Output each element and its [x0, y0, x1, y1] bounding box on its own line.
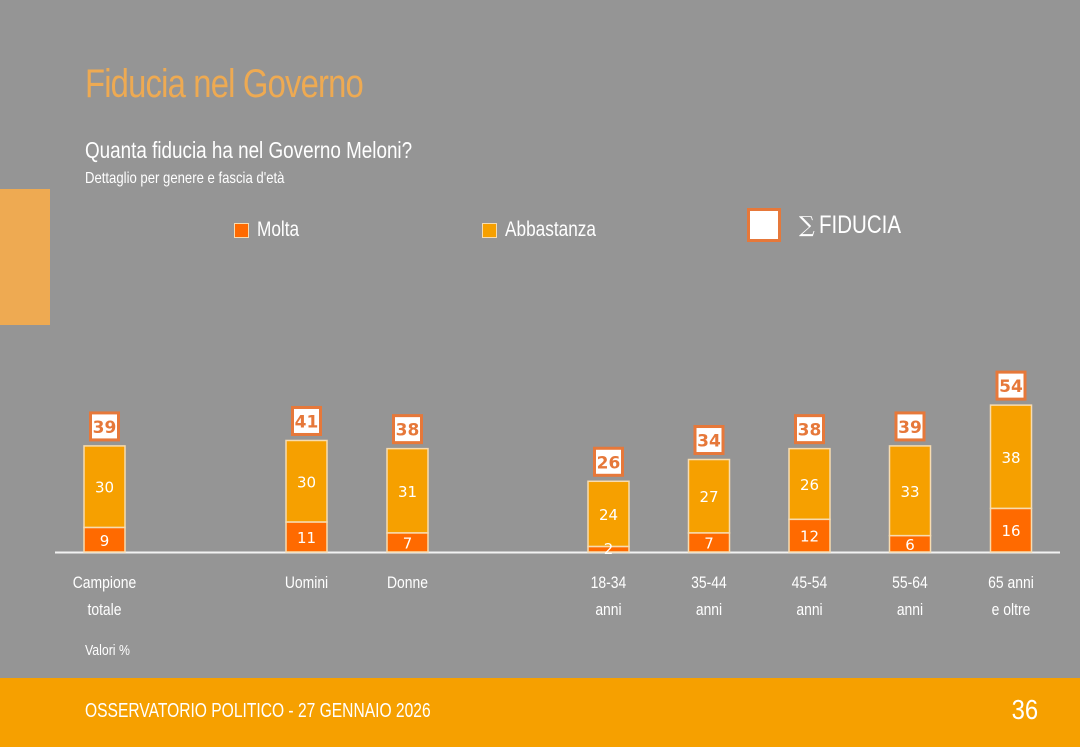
- legend-abbastanza: Abbastanza: [482, 218, 616, 242]
- bar-label-abbastanza: 33: [900, 483, 919, 501]
- total-label: 41: [295, 412, 319, 432]
- bar-molta: [386, 532, 429, 553]
- total-label: 39: [898, 418, 922, 438]
- bar-label-molta: 7: [403, 534, 413, 552]
- total-box: [89, 411, 120, 442]
- bar-abbastanza: [888, 445, 932, 537]
- category-label: 35-44: [691, 574, 727, 593]
- legend-swatch-abbastanza: [482, 222, 497, 238]
- bar-label-molta: 11: [297, 529, 316, 547]
- footer-bar: OSSERVATORIO POLITICO - 27 GENNAIO 2026 …: [0, 678, 1080, 747]
- bar-molta: [285, 521, 328, 553]
- category-label: totale: [87, 601, 121, 620]
- bar-label-molta: 2: [604, 540, 614, 558]
- category-label: anni: [796, 601, 822, 620]
- left-accent-bar: [0, 189, 50, 325]
- total-box: [995, 370, 1027, 401]
- total-box: [392, 414, 423, 445]
- bar-molta: [788, 518, 831, 553]
- category-label: Uomini: [285, 574, 328, 593]
- legend-label-molta: Molta: [257, 218, 300, 241]
- total-label: 26: [597, 453, 621, 473]
- bar-abbastanza: [587, 480, 630, 548]
- bar-molta: [687, 532, 731, 553]
- total-box: [593, 446, 624, 477]
- bar-label-abbastanza: 26: [800, 476, 819, 494]
- bar-molta: [83, 526, 126, 553]
- page-title: Fiducia nel Governo: [85, 62, 364, 106]
- chart-detail: Dettaglio per genere e fascia d'età: [85, 170, 285, 187]
- category-label: anni: [595, 601, 621, 620]
- category-label: Donne: [387, 574, 428, 593]
- bar-molta: [587, 545, 630, 553]
- bar-label-abbastanza: 24: [599, 506, 618, 524]
- bar-label-abbastanza: 27: [699, 488, 718, 506]
- bar-molta: [989, 507, 1033, 553]
- bar-abbastanza: [285, 439, 328, 523]
- page-number: 36: [1011, 694, 1038, 725]
- bar-label-molta: 9: [100, 532, 110, 550]
- legend-fiducia: ∑ FIDUCIA: [747, 208, 919, 242]
- category-label: 55-64: [892, 574, 928, 593]
- bar-label-molta: 12: [800, 528, 819, 546]
- bar-abbastanza: [989, 404, 1033, 510]
- category-label: 65 anni: [988, 574, 1034, 593]
- legend-label-fiducia: FIDUCIA: [818, 210, 901, 239]
- chart-question: Quanta fiducia ha nel Governo Meloni?: [85, 137, 413, 163]
- bar-label-abbastanza: 30: [297, 473, 316, 491]
- bar-label-abbastanza: 38: [1001, 449, 1020, 467]
- total-label: 38: [798, 421, 822, 441]
- bar-label-molta: 16: [1001, 522, 1020, 540]
- legend-swatch-molta: [234, 222, 249, 238]
- total-label: 39: [93, 418, 117, 438]
- footer-text: OSSERVATORIO POLITICO - 27 GENNAIO 2026: [85, 700, 431, 722]
- total-box: [894, 411, 926, 442]
- bar-abbastanza: [687, 458, 731, 534]
- sigma-icon: ∑: [799, 212, 815, 238]
- total-box: [291, 405, 322, 436]
- bar-label-abbastanza: 31: [398, 483, 417, 501]
- total-label: 54: [999, 377, 1023, 397]
- category-label: Campione: [73, 574, 136, 593]
- legend-molta: Molta: [234, 218, 308, 242]
- category-label: anni: [897, 601, 923, 620]
- stacked-bar-chart: 9 30 39 Campione totale 11 30 41 Uomini 7 31 38 Donn…: [55, 370, 1060, 620]
- legend-swatch-fiducia: [747, 208, 781, 242]
- total-box: [693, 425, 725, 456]
- total-label: 34: [697, 432, 721, 452]
- bar-label-molta: 7: [704, 534, 714, 552]
- values-note: Valori %: [85, 642, 130, 659]
- total-box: [794, 414, 825, 445]
- bar-abbastanza: [83, 445, 126, 529]
- bar-label-abbastanza: 30: [95, 479, 114, 497]
- category-label: 45-54: [792, 574, 828, 593]
- bar-label-molta: 6: [905, 536, 915, 554]
- category-label: e oltre: [992, 601, 1031, 620]
- bar-abbastanza: [788, 447, 831, 521]
- category-label: 18-34: [591, 574, 627, 593]
- legend-label-abbastanza: Abbastanza: [505, 218, 596, 241]
- bar-molta: [888, 534, 932, 553]
- category-label: anni: [696, 601, 722, 620]
- total-label: 38: [396, 421, 420, 441]
